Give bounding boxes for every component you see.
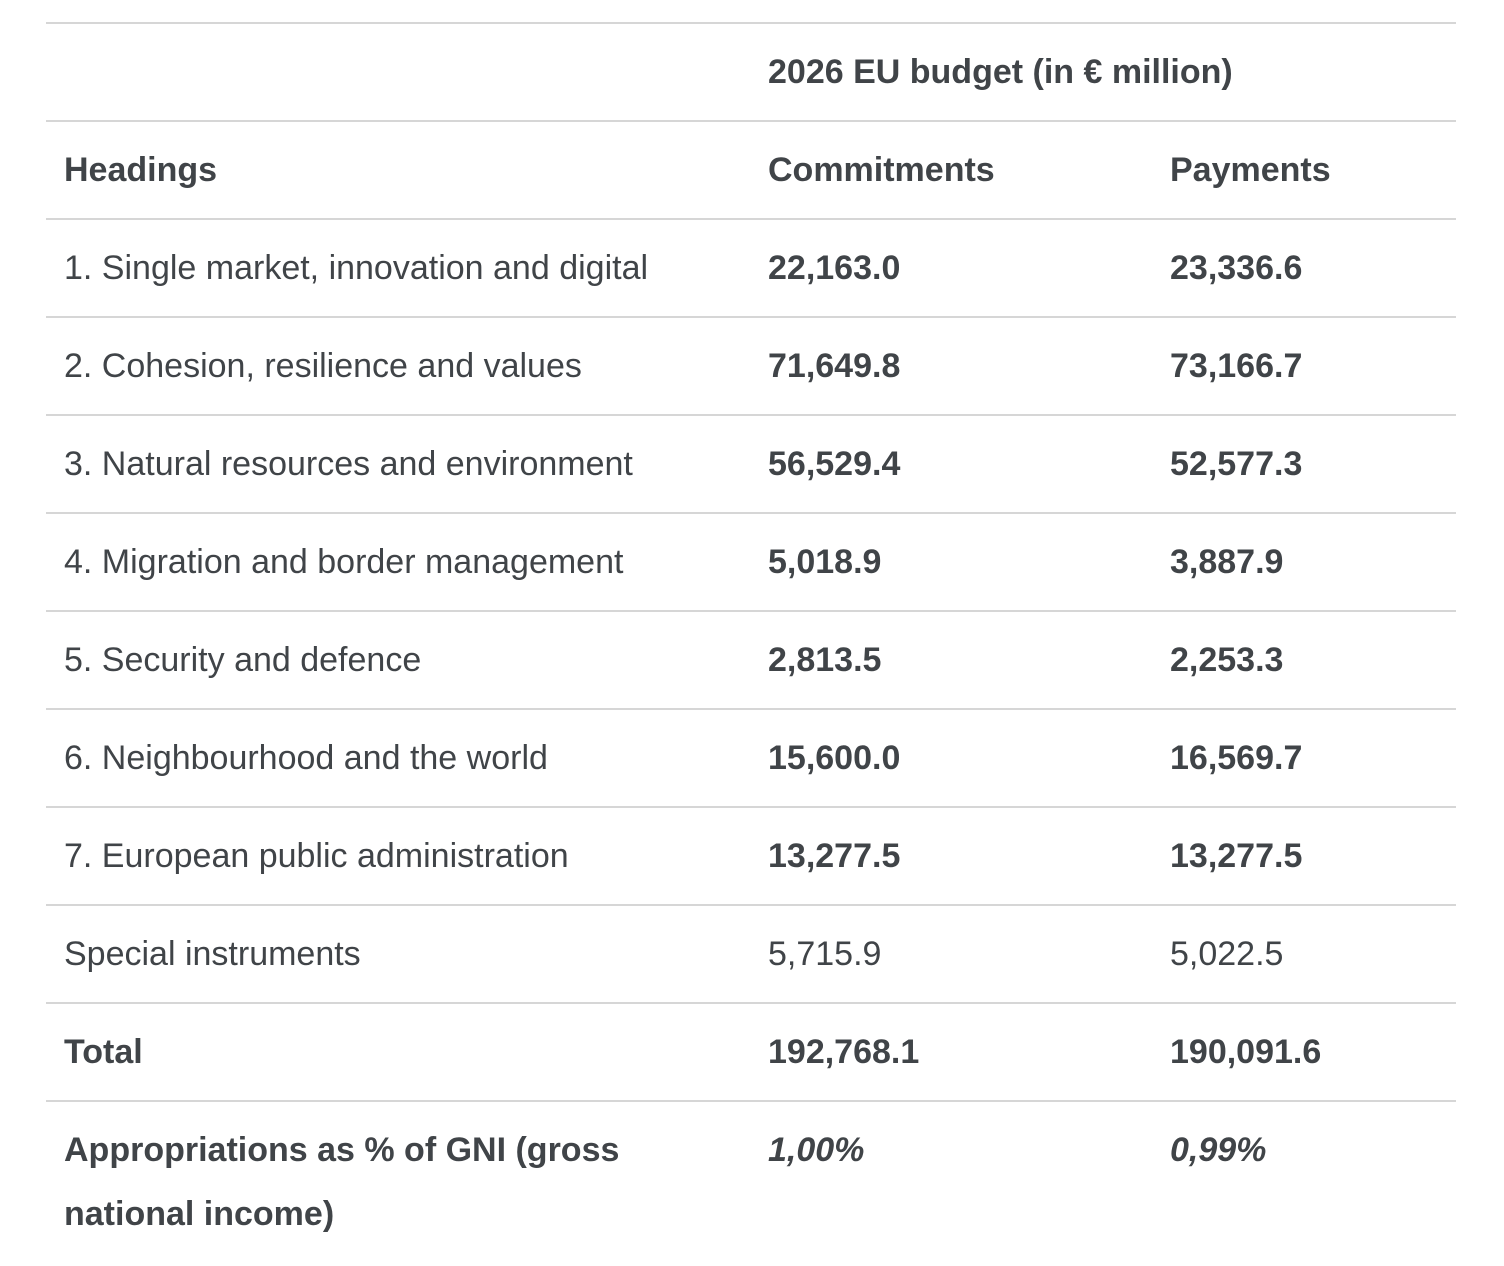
special-instruments-row: Special instruments 5,715.9 5,022.5 bbox=[46, 906, 1456, 1004]
row-heading: 3. Natural resources and environment bbox=[64, 445, 633, 483]
headings-column-header: Headings bbox=[64, 151, 218, 189]
table-group-header-row: 2026 EU budget (in € million) bbox=[46, 24, 1456, 122]
total-row: Total 192,768.1 190,091.6 bbox=[46, 1004, 1456, 1102]
row-payments: 16,569.7 bbox=[1170, 739, 1303, 777]
row-commitments: 2,813.5 bbox=[768, 641, 882, 679]
total-payments: 190,091.6 bbox=[1170, 1033, 1322, 1071]
row-commitments: 13,277.5 bbox=[768, 837, 901, 875]
special-instruments-commitments: 5,715.9 bbox=[768, 935, 882, 973]
table-row: 7. European public administration 13,277… bbox=[46, 808, 1456, 906]
row-heading: 7. European public administration bbox=[64, 837, 569, 875]
special-instruments-heading: Special instruments bbox=[64, 935, 361, 973]
special-instruments-payments: 5,022.5 bbox=[1170, 935, 1284, 973]
row-commitments: 15,600.0 bbox=[768, 739, 901, 777]
row-heading: 6. Neighbourhood and the world bbox=[64, 739, 548, 777]
commitments-column-header: Commitments bbox=[768, 151, 995, 189]
row-heading: 2. Cohesion, resilience and values bbox=[64, 347, 582, 385]
row-heading: 1. Single market, innovation and digital bbox=[64, 249, 649, 287]
budget-table: 2026 EU budget (in € million) Headings C… bbox=[46, 22, 1456, 1262]
row-commitments: 71,649.8 bbox=[768, 347, 901, 385]
row-payments: 73,166.7 bbox=[1170, 347, 1303, 385]
table-header-row: Headings Commitments Payments bbox=[46, 122, 1456, 220]
table-row: 5. Security and defence 2,813.5 2,253.3 bbox=[46, 612, 1456, 710]
row-commitments: 56,529.4 bbox=[768, 445, 901, 483]
row-payments: 52,577.3 bbox=[1170, 445, 1303, 483]
total-heading: Total bbox=[64, 1033, 143, 1071]
empty-header-cell bbox=[46, 24, 768, 41]
table-row: 6. Neighbourhood and the world 15,600.0 … bbox=[46, 710, 1456, 808]
table-row: 1. Single market, innovation and digital… bbox=[46, 220, 1456, 318]
table-row: 3. Natural resources and environment 56,… bbox=[46, 416, 1456, 514]
row-heading: 4. Migration and border management bbox=[64, 543, 624, 581]
budget-group-header: 2026 EU budget (in € million) bbox=[768, 53, 1233, 91]
row-commitments: 5,018.9 bbox=[768, 543, 882, 581]
gni-row: Appropriations as % of GNI (gross nation… bbox=[46, 1102, 1456, 1262]
table-row: 4. Migration and border management 5,018… bbox=[46, 514, 1456, 612]
gni-payments: 0,99% bbox=[1170, 1131, 1267, 1169]
table-row: 2. Cohesion, resilience and values 71,64… bbox=[46, 318, 1456, 416]
row-heading: 5. Security and defence bbox=[64, 641, 422, 679]
row-payments: 2,253.3 bbox=[1170, 641, 1284, 679]
gni-heading: Appropriations as % of GNI (gross nation… bbox=[64, 1131, 620, 1233]
row-payments: 3,887.9 bbox=[1170, 543, 1284, 581]
payments-column-header: Payments bbox=[1170, 151, 1331, 189]
row-payments: 13,277.5 bbox=[1170, 837, 1303, 875]
total-commitments: 192,768.1 bbox=[768, 1033, 920, 1071]
row-commitments: 22,163.0 bbox=[768, 249, 901, 287]
gni-commitments: 1,00% bbox=[768, 1131, 865, 1169]
row-payments: 23,336.6 bbox=[1170, 249, 1303, 287]
